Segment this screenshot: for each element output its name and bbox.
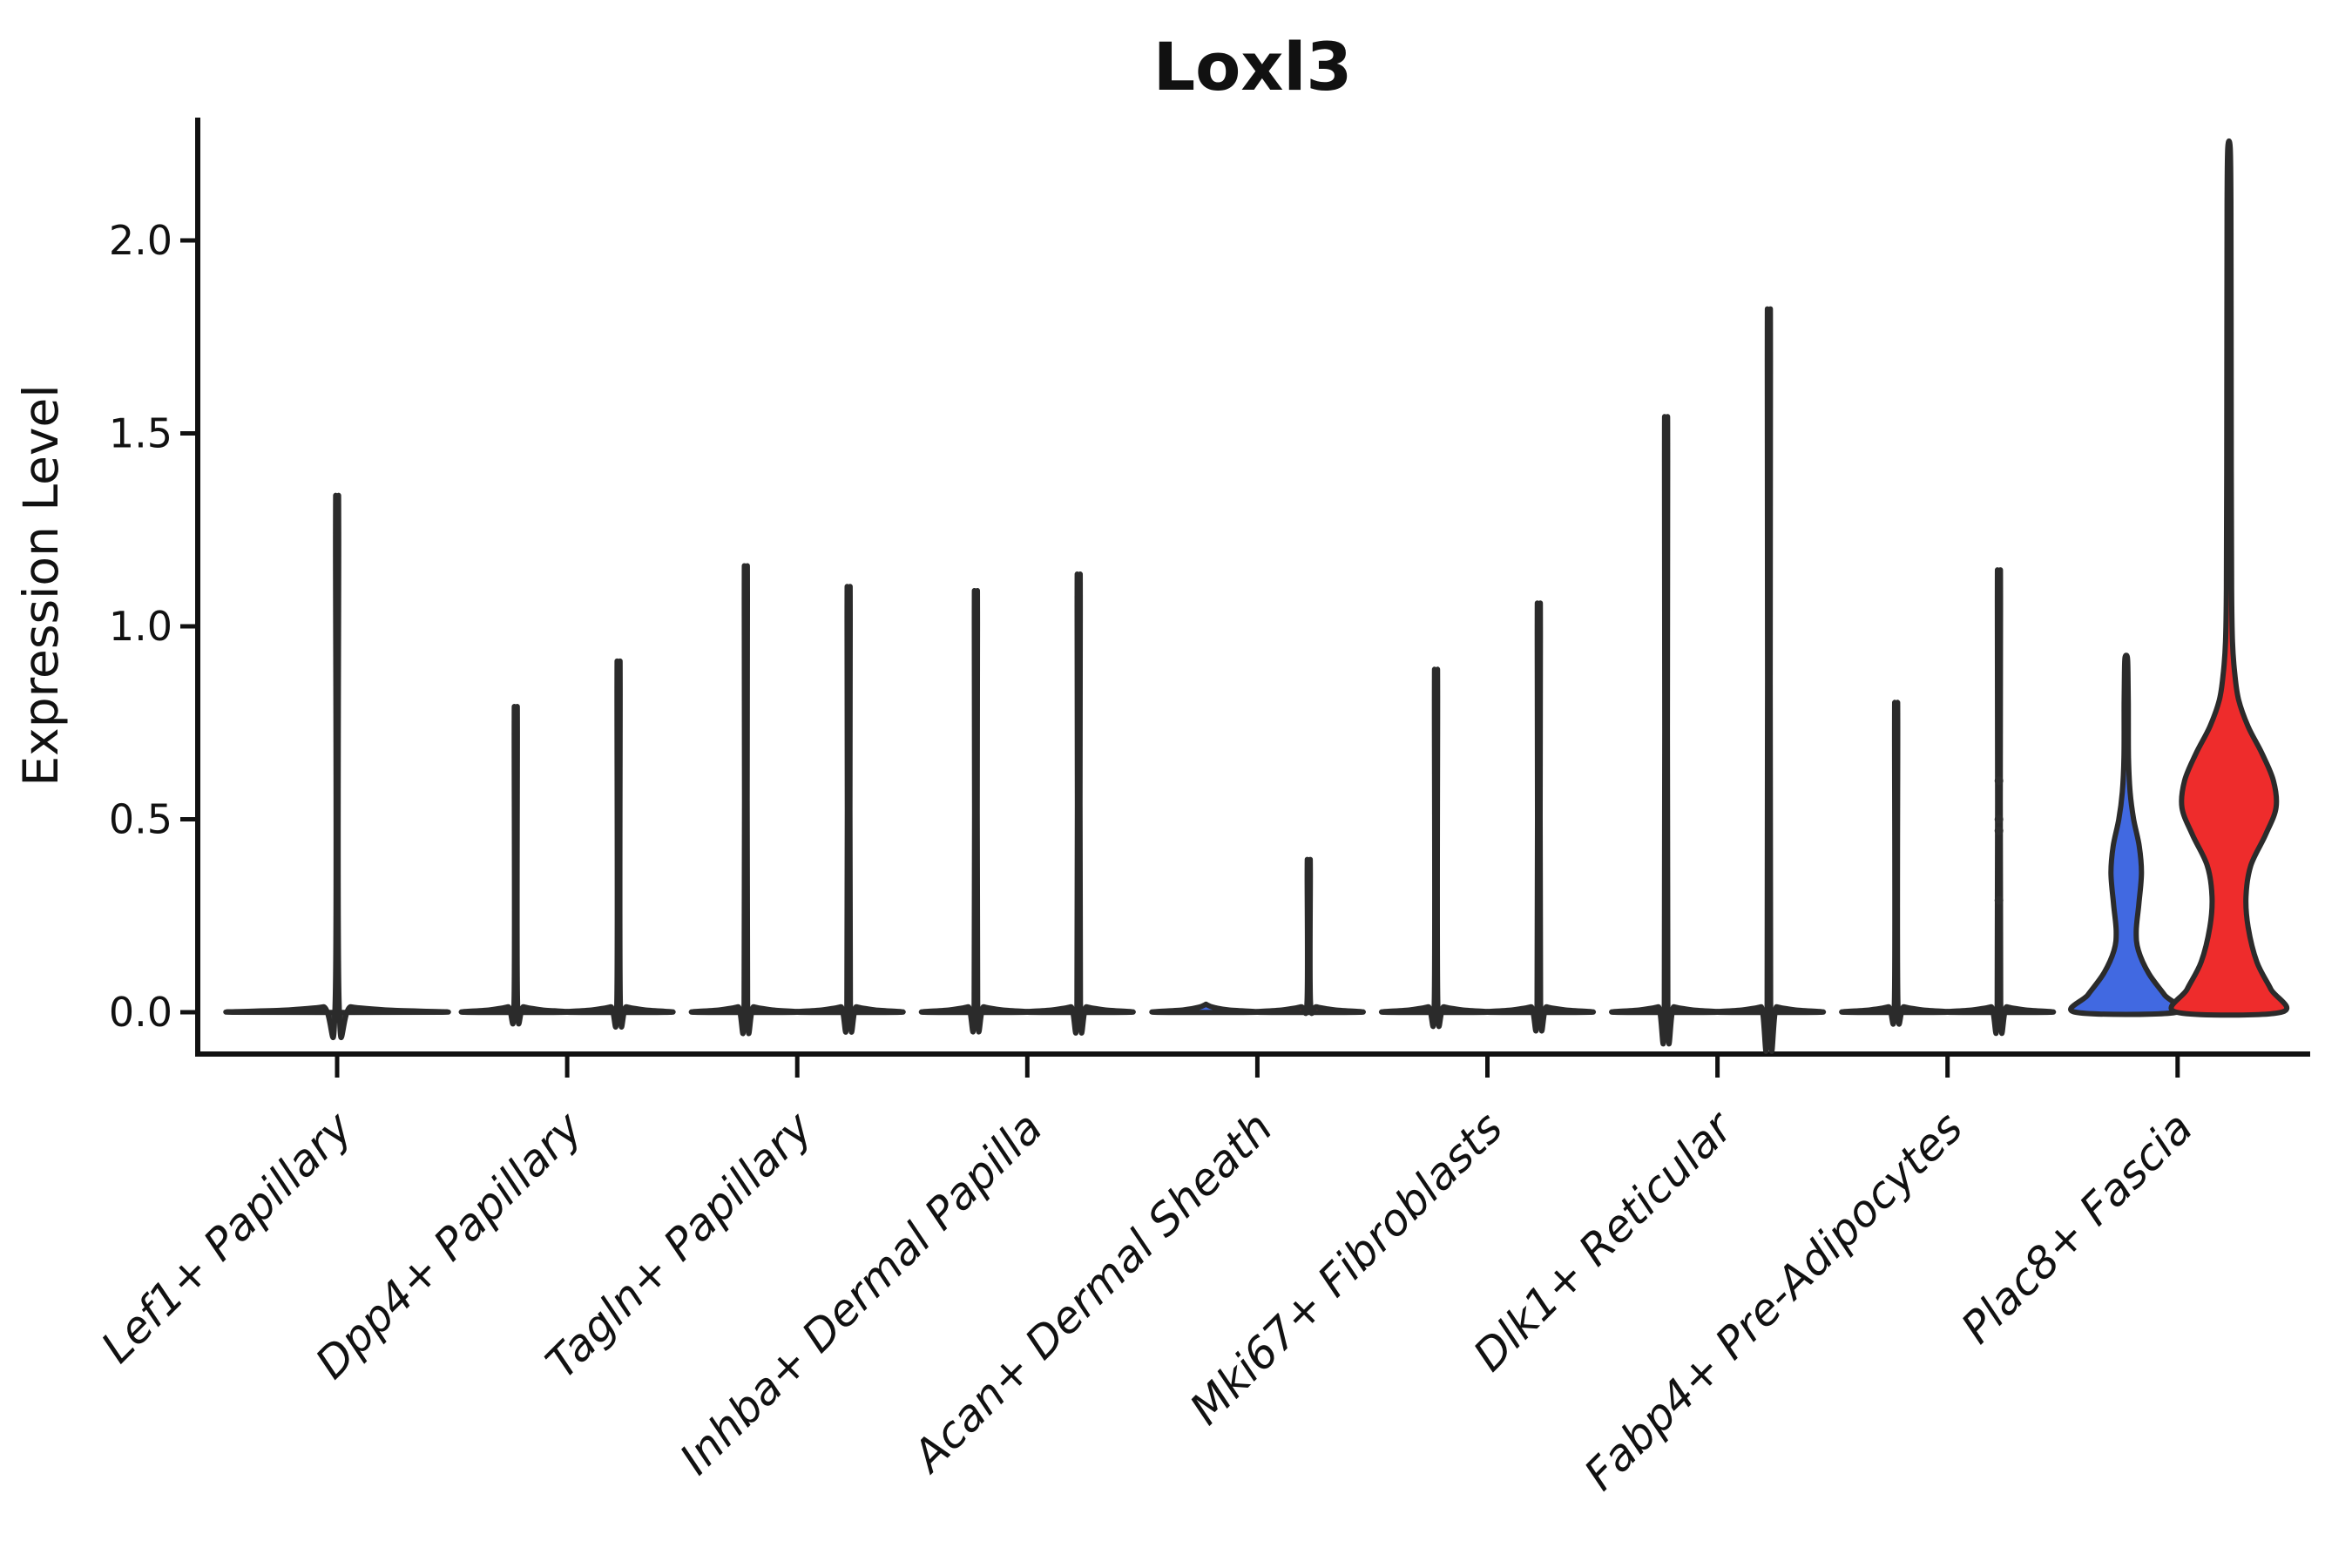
violin-single xyxy=(223,492,451,1041)
violin-left xyxy=(1149,1001,1263,1016)
violin-right xyxy=(1482,600,1596,1034)
violin-right xyxy=(791,584,906,1035)
axes xyxy=(180,118,2310,1078)
jitter-point xyxy=(1994,826,2004,835)
y-tick-label: 1.5 xyxy=(109,410,172,457)
violin-left xyxy=(1609,414,1723,1047)
chart-title: Loxl3 xyxy=(1153,28,1353,105)
x-tick-label: Inhba+ Dermal Papilla xyxy=(670,1102,1051,1484)
violin-left xyxy=(2068,652,2185,1017)
x-tick-label: Fabp4+ Pre-Adipocytes xyxy=(1575,1102,1973,1500)
violin-left xyxy=(918,588,1033,1035)
x-tick-label: Lef1+ Papillary xyxy=(91,1101,362,1372)
violin-right xyxy=(1021,571,1136,1036)
jitter-point xyxy=(1994,776,2004,786)
violin-right xyxy=(1942,567,2057,1036)
jitter-point xyxy=(1994,814,2004,824)
y-tick-label: 1.0 xyxy=(109,603,172,650)
violin-right xyxy=(561,658,676,1030)
y-tick-label: 0.5 xyxy=(109,796,172,843)
violins-layer xyxy=(223,138,2290,1054)
violin-right xyxy=(2168,138,2290,1018)
violin-left xyxy=(688,563,803,1037)
violin-left xyxy=(1379,666,1493,1030)
y-axis-label: Expression Level xyxy=(13,384,69,786)
violin-right xyxy=(1712,306,1826,1054)
jitter-point xyxy=(1994,896,2004,905)
x-tick-label: Plac8+ Fascia xyxy=(1951,1102,2202,1353)
y-tick-label: 2.0 xyxy=(109,217,172,264)
violin-left xyxy=(1839,700,1954,1027)
violin-left xyxy=(458,704,573,1027)
violin-right xyxy=(1252,856,1366,1017)
y-tick-label: 0.0 xyxy=(109,989,172,1036)
